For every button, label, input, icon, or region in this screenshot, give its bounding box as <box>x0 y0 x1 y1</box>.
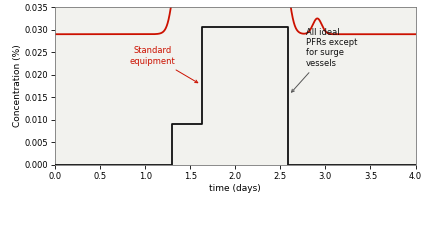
Text: Standard
equipment: Standard equipment <box>130 46 198 83</box>
Y-axis label: Concentration (%): Concentration (%) <box>13 45 22 127</box>
Text: Figure 4. Response to 1 hour tracer pulse at 10% concentration
for cumulative fl: Figure 4. Response to 1 hour tracer puls… <box>54 184 370 219</box>
X-axis label: time (days): time (days) <box>209 184 261 193</box>
Text: All ideal
PFRs except
for surge
vessels: All ideal PFRs except for surge vessels <box>292 28 357 92</box>
